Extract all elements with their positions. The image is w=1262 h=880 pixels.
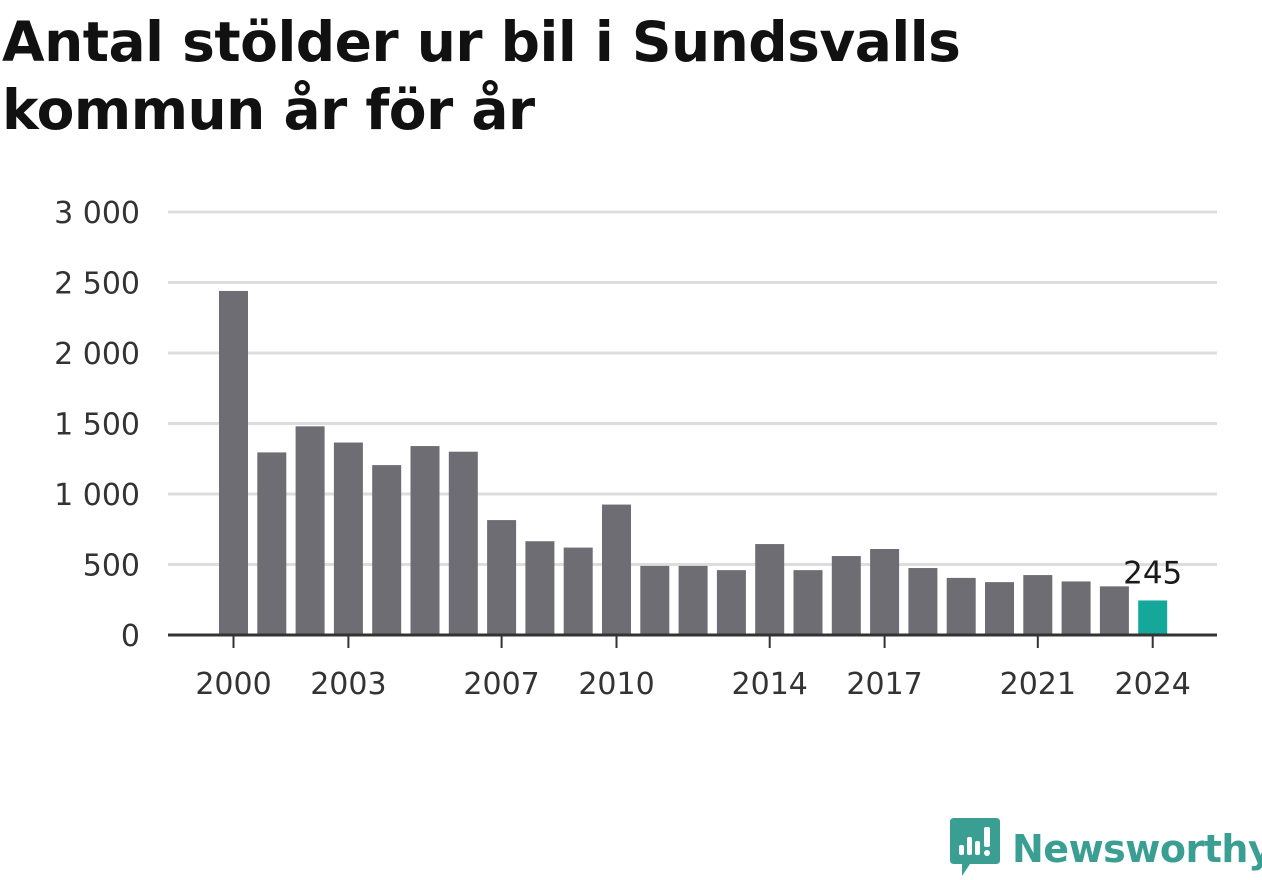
bar xyxy=(946,577,976,635)
annotations: 245 xyxy=(1123,555,1182,591)
chart-title: Antal stölder ur bil i Sundsvalls kommun… xyxy=(2,10,961,142)
bar xyxy=(219,290,248,635)
y-tick-label: 2 000 xyxy=(54,337,140,372)
x-tick-label: 2010 xyxy=(578,667,654,702)
x-tick-label: 2000 xyxy=(195,667,271,702)
bar xyxy=(602,504,631,635)
bar xyxy=(1061,581,1091,635)
newsworthy-logo-icon xyxy=(950,818,1000,876)
y-tick-label: 1 000 xyxy=(54,478,140,513)
x-tick-label: 2024 xyxy=(1115,667,1191,702)
bar xyxy=(487,520,517,635)
x-tick-label: 2014 xyxy=(732,667,808,702)
x-tick-label: 2017 xyxy=(846,667,922,702)
bar xyxy=(908,568,938,635)
bar xyxy=(333,442,363,635)
y-tick-label: 500 xyxy=(83,549,140,584)
bar xyxy=(1138,600,1168,635)
bar xyxy=(448,451,478,635)
x-tick-label: 2003 xyxy=(310,667,386,702)
bar xyxy=(831,556,861,635)
brand-name: Newsworthy xyxy=(1012,827,1262,871)
grid-lines xyxy=(168,210,1217,566)
bar xyxy=(870,548,900,635)
y-tick-label: 2 500 xyxy=(54,267,140,302)
bars xyxy=(219,290,1168,635)
y-tick-label: 0 xyxy=(121,619,140,654)
bar xyxy=(678,565,708,635)
brand-logo: Newsworthy xyxy=(950,818,1262,880)
bar xyxy=(1023,575,1053,635)
bar xyxy=(1099,586,1129,635)
bar xyxy=(372,465,402,635)
x-tick-label: 2007 xyxy=(463,667,539,702)
bar xyxy=(295,426,325,635)
bar xyxy=(410,446,440,635)
x-axis-labels: 2000 2003 2007 2010 2014 2017 2021 2024 xyxy=(195,635,1191,702)
bar xyxy=(716,570,746,635)
y-axis-labels: 0 500 1 000 1 500 2 000 2 500 3 000 xyxy=(54,196,140,654)
bar xyxy=(985,582,1014,635)
highlight-value-label: 245 xyxy=(1123,555,1182,591)
y-tick-label: 1 500 xyxy=(54,408,140,443)
bar xyxy=(793,570,823,635)
x-tick-label: 2021 xyxy=(1000,667,1076,702)
bar xyxy=(755,544,785,635)
bar xyxy=(640,565,670,635)
bar xyxy=(257,452,287,635)
bar xyxy=(563,547,593,635)
y-tick-label: 3 000 xyxy=(54,196,140,231)
bar xyxy=(525,541,555,635)
